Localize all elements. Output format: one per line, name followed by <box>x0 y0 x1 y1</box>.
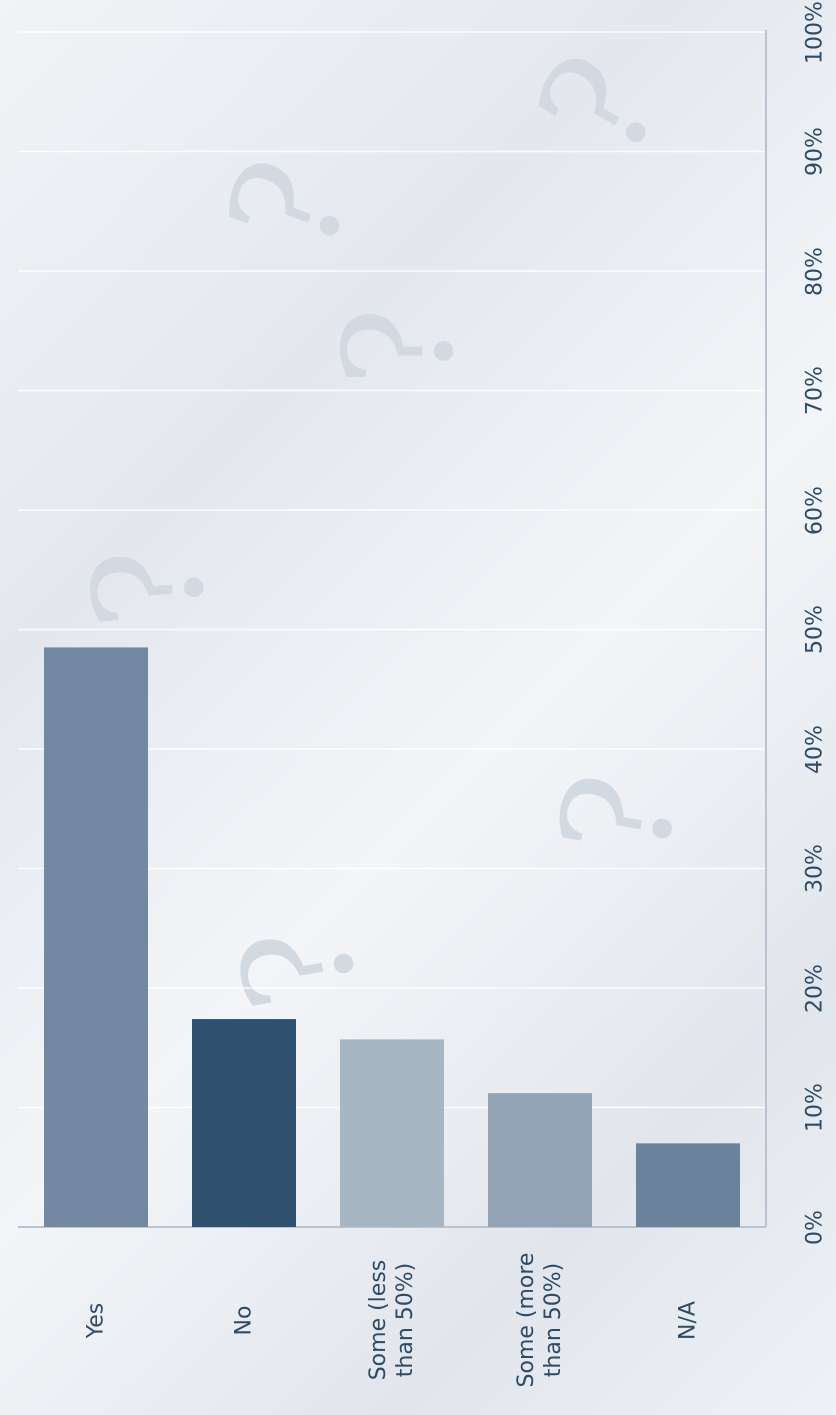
bar <box>192 1019 296 1227</box>
x-tick-label: N/A <box>675 1300 701 1340</box>
y-tick-label: 70% <box>802 366 828 415</box>
bar <box>488 1093 592 1227</box>
x-tick-label: Some (less than 50%) <box>366 1259 418 1381</box>
y-tick-label: 10% <box>802 1083 828 1132</box>
bar <box>636 1143 740 1227</box>
x-tick-label: Yes <box>83 1302 109 1338</box>
x-tick-label: No <box>231 1305 257 1335</box>
y-tick-label: 40% <box>802 724 828 774</box>
bar <box>44 647 148 1227</box>
y-tick-label: 30% <box>802 844 828 893</box>
y-tick-label: 100% <box>802 0 828 64</box>
y-tick-label: 80% <box>802 246 828 296</box>
y-tick-label: 0% <box>802 1209 828 1245</box>
x-tick-label: Some (more than 50%) <box>514 1252 566 1388</box>
y-tick-label: 50% <box>802 605 828 654</box>
y-tick-label: 20% <box>802 963 828 1013</box>
y-tick-label: 90% <box>802 127 828 176</box>
y-tick-label: 60% <box>802 485 828 535</box>
bar <box>340 1039 444 1227</box>
